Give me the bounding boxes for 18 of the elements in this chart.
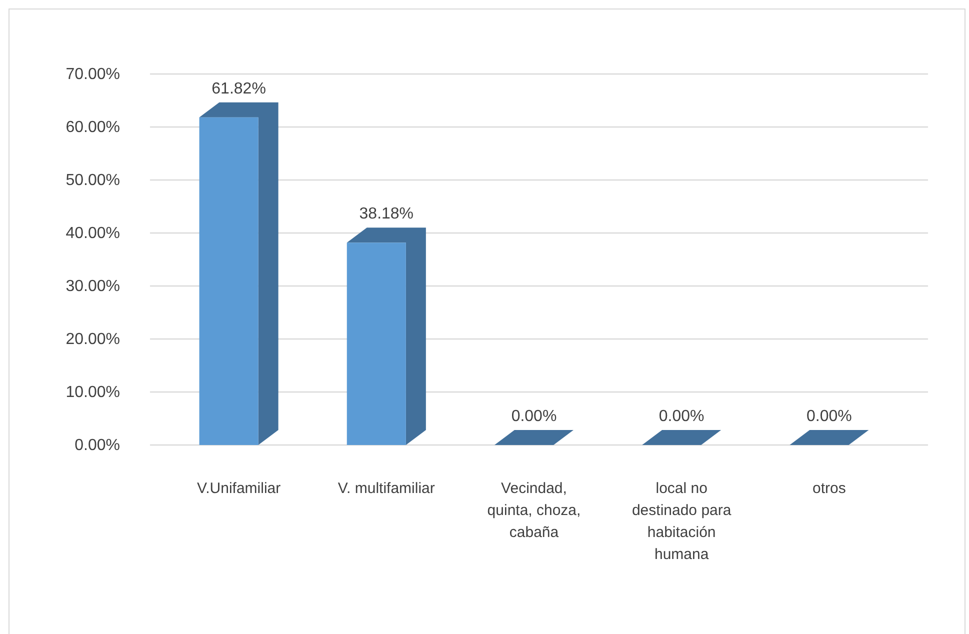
- y-tick-label: 40.00%: [66, 225, 120, 242]
- x-tick-label: local no destinado para habitación humana: [632, 480, 732, 563]
- y-tick-label: 10.00%: [66, 384, 120, 402]
- data-label: 38.18%: [359, 206, 414, 223]
- y-tick-label: 0.00%: [74, 437, 120, 454]
- data-label: 61.82%: [212, 80, 266, 98]
- x-tick-label: Vecindad, quinta, choza, cabaña: [487, 480, 581, 541]
- y-tick-label: 50.00%: [66, 172, 120, 190]
- y-tick-label: 30.00%: [66, 278, 120, 296]
- y-tick-label: 60.00%: [66, 119, 120, 136]
- data-label: 0.00%: [806, 408, 852, 425]
- x-tick-label: V. multifamiliar: [338, 480, 435, 497]
- y-tick-label: 70.00%: [66, 66, 120, 84]
- data-label: 0.00%: [511, 408, 557, 425]
- y-tick-label: 20.00%: [66, 331, 120, 348]
- x-tick-label: V.Unifamiliar: [196, 480, 281, 497]
- x-tick-label: otros: [812, 480, 846, 497]
- data-label: 0.00%: [658, 408, 704, 425]
